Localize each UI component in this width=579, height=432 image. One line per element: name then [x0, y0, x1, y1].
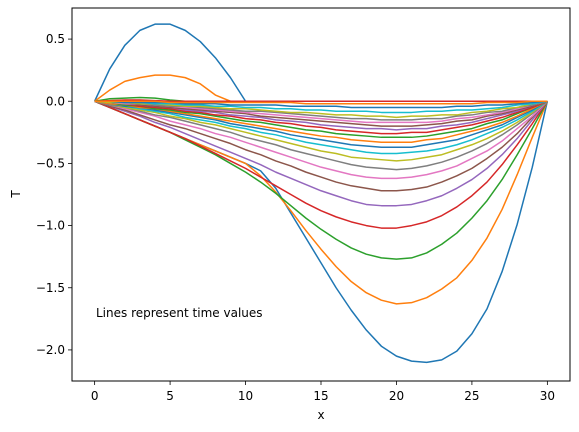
series-line-23 — [94, 100, 548, 114]
series-line-19 — [94, 100, 548, 127]
y-tick-label: 0.0 — [46, 94, 65, 108]
series-line-10 — [94, 100, 548, 180]
series-line-12 — [94, 100, 548, 162]
x-tick-label: 25 — [464, 389, 479, 403]
series-line-9 — [94, 100, 548, 192]
x-axis-label: x — [317, 408, 324, 422]
x-tick-label: 5 — [166, 389, 174, 403]
plot-frame — [71, 7, 571, 382]
y-axis-label: T — [9, 190, 23, 199]
y-tick-label: −0.5 — [36, 156, 65, 170]
series-layer — [93, 23, 549, 364]
series-line-7 — [94, 100, 548, 229]
series-line-16 — [94, 100, 548, 139]
plot-background — [72, 8, 570, 381]
series-line-15 — [94, 100, 548, 144]
x-tick-label: 0 — [91, 389, 99, 403]
series-line-14 — [94, 100, 548, 148]
x-tick-label: 10 — [238, 389, 253, 403]
y-tick-label: 0.5 — [46, 32, 65, 46]
x-tick-label: 20 — [389, 389, 404, 403]
series-line-3 — [94, 99, 548, 102]
series-line-22 — [94, 100, 548, 119]
series-line-13 — [94, 100, 548, 155]
series-line-8 — [94, 100, 548, 207]
tick-layer: 0 5 10 15 20 25 30 0.5 0.0 −0.5 −1.0 −1.5 −2.0 — [36, 32, 555, 403]
annotation-text: Lines represent time values — [96, 306, 263, 320]
y-tick-label: −1.0 — [36, 219, 65, 233]
y-tick-label: −1.5 — [36, 281, 65, 295]
series-line-11 — [94, 100, 548, 171]
x-tick-label: 30 — [540, 389, 555, 403]
y-tick-label: −2.0 — [36, 343, 65, 357]
series-line-25 — [94, 100, 548, 105]
series-line-21 — [94, 100, 548, 121]
x-tick-label: 15 — [313, 389, 328, 403]
series-line-17 — [94, 100, 548, 135]
